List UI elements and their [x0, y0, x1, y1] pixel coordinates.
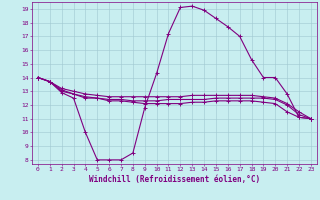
X-axis label: Windchill (Refroidissement éolien,°C): Windchill (Refroidissement éolien,°C) [89, 175, 260, 184]
